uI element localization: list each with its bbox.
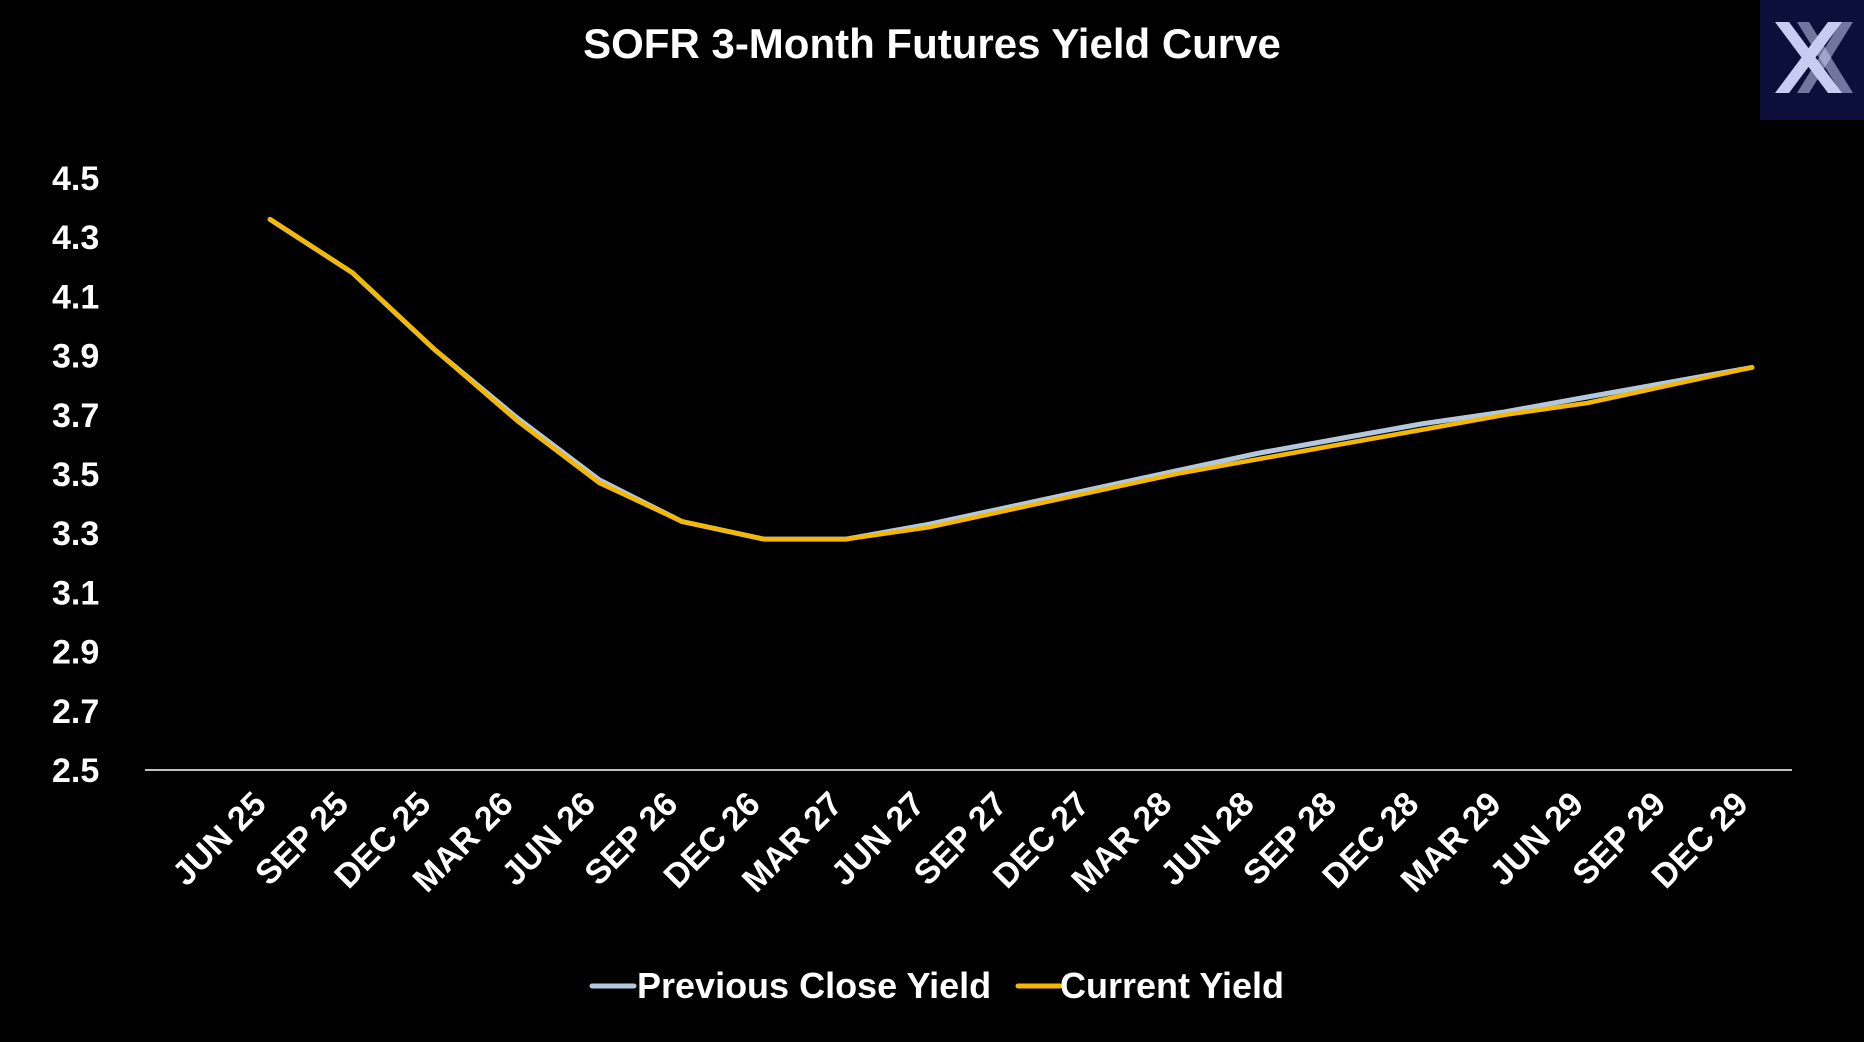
y-tick-label: 3.1 [52,574,99,612]
x-brand-logo-icon [1775,22,1853,93]
brand-logo [1760,0,1864,120]
data-point [598,482,600,484]
y-axis: 4.5 4.3 4.1 3.9 3.7 3.5 3.3 3.1 2.9 2.7 2.5 [52,160,99,790]
data-point [516,420,518,422]
legend: Previous Close Yield Current Yield [589,965,1284,1006]
data-point [928,526,930,528]
y-tick-label: 3.3 [52,515,99,553]
data-point [928,523,930,525]
series-line-current-yield [267,217,1755,542]
data-point [1092,491,1094,493]
data-point [1339,438,1341,439]
data-point [1092,488,1094,490]
y-tick-label: 4.1 [52,278,99,316]
data-point [763,538,765,540]
data-point [351,272,353,274]
y-tick-label: 4.3 [52,219,99,257]
legend-item-previous-close-yield: Previous Close Yield [589,965,991,1006]
data-point [1586,402,1588,404]
data-point [1339,443,1341,445]
data-point [1257,452,1259,454]
data-point [1257,458,1259,460]
y-tick-label: 2.7 [52,693,99,731]
data-point [1422,423,1424,425]
data-point [1010,506,1012,508]
data-point [1586,396,1588,398]
data-point [1175,470,1177,472]
data-point [681,520,683,522]
data-point [1010,509,1012,510]
x-tick-label: JUN 25 [165,785,273,893]
y-tick-label: 4.5 [52,160,99,198]
data-point [1751,366,1753,368]
x-tick-label: JUN 26 [495,785,603,893]
y-tick-label: 3.7 [52,397,99,435]
data-point [1669,384,1671,386]
legend-item-current-yield: Current Yield [1015,965,1284,1006]
series-layer [267,216,1755,542]
x-tick-label: JUN 28 [1153,785,1261,893]
data-point [1504,411,1506,413]
y-tick-label: 2.5 [52,752,99,790]
data-point [1504,414,1506,416]
y-tick-label: 3.9 [52,338,99,376]
data-point [434,349,436,351]
data-point [269,218,271,220]
chart-title: SOFR 3-Month Futures Yield Curve [583,20,1281,67]
legend-label: Current Yield [1060,965,1284,1006]
series-line-previous-close-yield [267,216,1755,542]
legend-label: Previous Close Yield [637,965,991,1006]
data-point [1669,381,1671,383]
data-point [845,538,847,540]
data-point [1422,429,1424,431]
x-tick-label: JUN 27 [824,785,932,893]
data-point [1175,473,1177,475]
x-tick-label: JUN 29 [1483,785,1591,893]
y-tick-label: 3.5 [52,456,99,494]
y-tick-label: 2.9 [52,634,99,672]
